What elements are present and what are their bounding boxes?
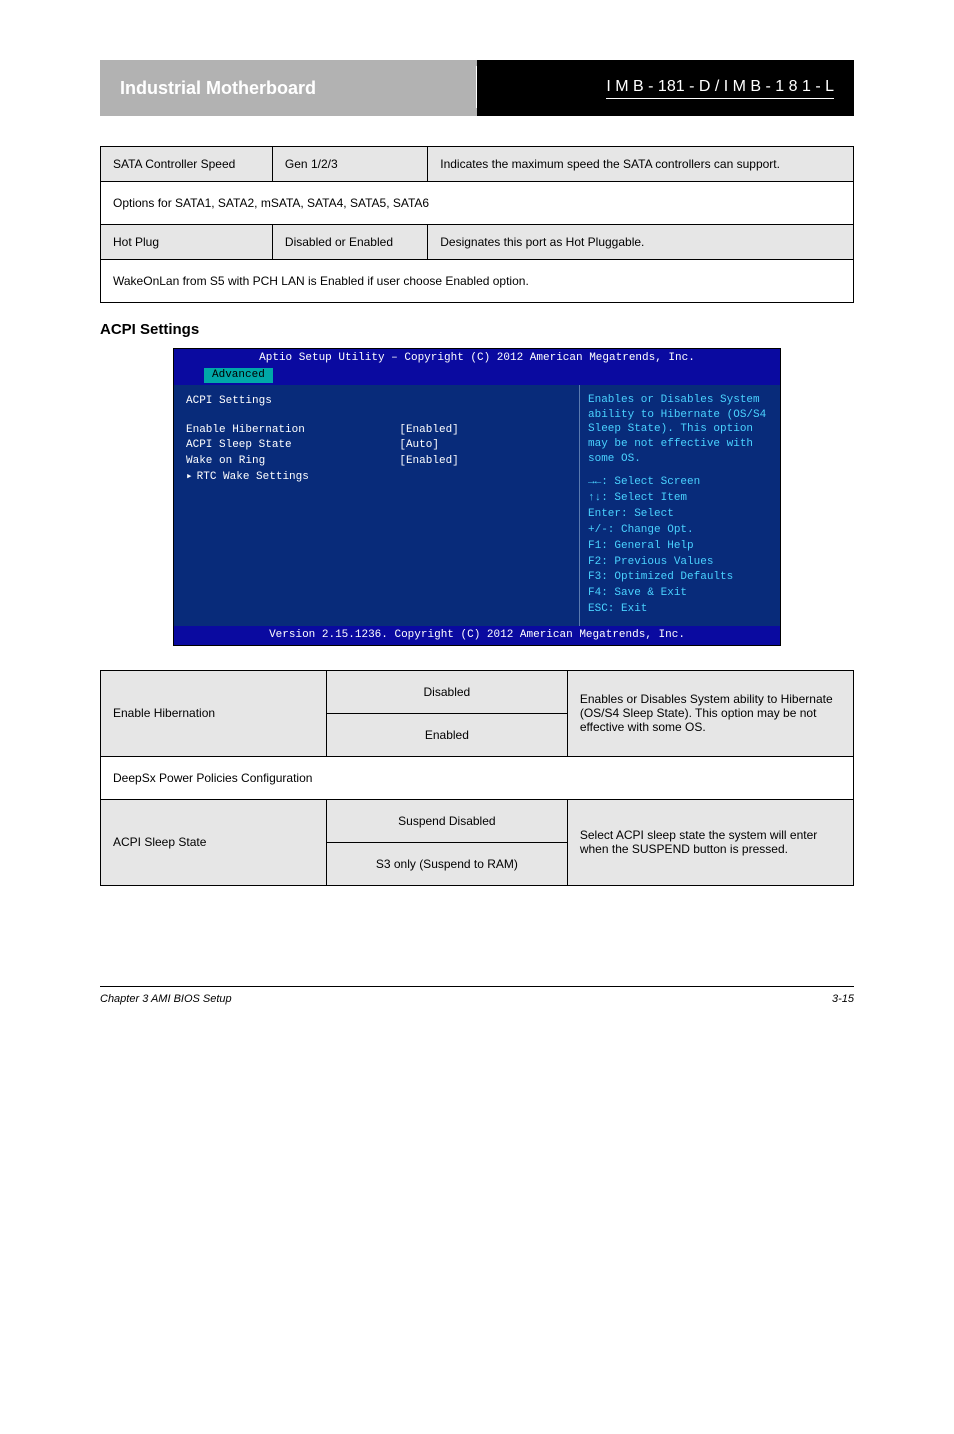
banner-left: Industrial Motherboard xyxy=(100,60,477,116)
cell: Suspend Disabled S3 only (Suspend to RAM… xyxy=(326,799,567,885)
cell: Enable Hibernation xyxy=(101,670,327,756)
cell: DeepSx Power Policies Configuration xyxy=(101,756,854,799)
bios-main-panel: ACPI Settings Enable Hibernation [Enable… xyxy=(174,385,580,626)
table-row: SATA Controller Speed Gen 1/2/3 Indicate… xyxy=(101,147,854,182)
footer-right: 3-15 xyxy=(832,993,854,1005)
cell: SATA Controller Speed xyxy=(101,147,273,182)
section-heading: ACPI Settings xyxy=(100,321,854,338)
bios-item-value: [Enabled] xyxy=(399,423,458,438)
bios-item-wake-on-ring[interactable]: Wake on Ring [Enabled] xyxy=(186,454,567,469)
option: S3 only (Suspend to RAM) xyxy=(327,843,567,885)
table-row: DeepSx Power Policies Configuration xyxy=(101,756,854,799)
bios-key-hint: F1: General Help xyxy=(588,539,772,554)
cell: Disabled or Enabled xyxy=(272,225,427,260)
bios-tabbar: Advanced xyxy=(174,368,780,385)
bios-item-label: RTC Wake Settings xyxy=(197,470,410,485)
banner-right: I M B - 181 - D / I M B - 1 8 1 - L xyxy=(477,60,854,116)
table-row: ACPI Sleep State Suspend Disabled S3 onl… xyxy=(101,799,854,885)
bios-item-hibernation[interactable]: Enable Hibernation [Enabled] xyxy=(186,423,567,438)
bios-help-panel: Enables or Disables System ability to Hi… xyxy=(580,385,780,626)
bios-item-sleep-state[interactable]: ACPI Sleep State [Auto] xyxy=(186,438,567,453)
bios-item-label: Enable Hibernation xyxy=(186,423,399,438)
bios-footer: Version 2.15.1236. Copyright (C) 2012 Am… xyxy=(174,626,780,645)
bios-panel-heading: ACPI Settings xyxy=(186,394,567,409)
bios-body: ACPI Settings Enable Hibernation [Enable… xyxy=(174,385,780,626)
table-row: Options for SATA1, SATA2, mSATA, SATA4, … xyxy=(101,182,854,225)
bios-key-hint: F4: Save & Exit xyxy=(588,586,772,601)
bios-item-rtc-wake[interactable]: RTC Wake Settings xyxy=(186,470,567,485)
bios-key-hint: →←: Select Screen xyxy=(588,475,772,490)
cell: WakeOnLan from S5 with PCH LAN is Enable… xyxy=(101,260,854,303)
bios-key-hint: ↑↓: Select Item xyxy=(588,491,772,506)
bios-key-hint: Enter: Select xyxy=(588,507,772,522)
option: Suspend Disabled xyxy=(327,800,567,843)
bios-item-value: [Enabled] xyxy=(399,454,458,469)
bios-key-hint: F2: Previous Values xyxy=(588,555,772,570)
bios-item-label: ACPI Sleep State xyxy=(186,438,399,453)
cell: Enables or Disables System ability to Hi… xyxy=(567,670,853,756)
cell: Options for SATA1, SATA2, mSATA, SATA4, … xyxy=(101,182,854,225)
cell: Gen 1/2/3 xyxy=(272,147,427,182)
cell: Designates this port as Hot Pluggable. xyxy=(428,225,854,260)
bios-help-text: Enables or Disables System ability to Hi… xyxy=(588,393,772,467)
acpi-options-table: Enable Hibernation Disabled Enabled Enab… xyxy=(100,670,854,886)
bios-item-value: [Auto] xyxy=(399,438,439,453)
bios-key-hint: ESC: Exit xyxy=(588,602,772,617)
table-row: Enable Hibernation Disabled Enabled Enab… xyxy=(101,670,854,756)
bios-key-hint: +/-: Change Opt. xyxy=(588,523,772,538)
bios-item-label: Wake on Ring xyxy=(186,454,399,469)
option: Disabled xyxy=(327,671,567,714)
table-row: Hot Plug Disabled or Enabled Designates … xyxy=(101,225,854,260)
option: Enabled xyxy=(327,714,567,756)
cell: Select ACPI sleep state the system will … xyxy=(567,799,853,885)
cell: Indicates the maximum speed the SATA con… xyxy=(428,147,854,182)
footer-left: Chapter 3 AMI BIOS Setup xyxy=(100,993,232,1005)
cell: Hot Plug xyxy=(101,225,273,260)
sata-options-table: SATA Controller Speed Gen 1/2/3 Indicate… xyxy=(100,146,854,303)
bios-titlebar: Aptio Setup Utility – Copyright (C) 2012… xyxy=(174,349,780,368)
banner-left-text: Industrial Motherboard xyxy=(120,78,316,99)
bios-screenshot: Aptio Setup Utility – Copyright (C) 2012… xyxy=(173,348,781,646)
table-row: WakeOnLan from S5 with PCH LAN is Enable… xyxy=(101,260,854,303)
cell: Disabled Enabled xyxy=(326,670,567,756)
bios-key-hints: →←: Select Screen ↑↓: Select Item Enter:… xyxy=(588,474,772,618)
bios-tab-advanced[interactable]: Advanced xyxy=(204,368,273,383)
page-footer: Chapter 3 AMI BIOS Setup 3-15 xyxy=(100,986,854,1005)
page-banner: Industrial Motherboard I M B - 181 - D /… xyxy=(100,60,854,116)
bios-key-hint: F3: Optimized Defaults xyxy=(588,570,772,585)
cell: ACPI Sleep State xyxy=(101,799,327,885)
banner-right-text: I M B - 181 - D / I M B - 1 8 1 - L xyxy=(606,78,834,99)
